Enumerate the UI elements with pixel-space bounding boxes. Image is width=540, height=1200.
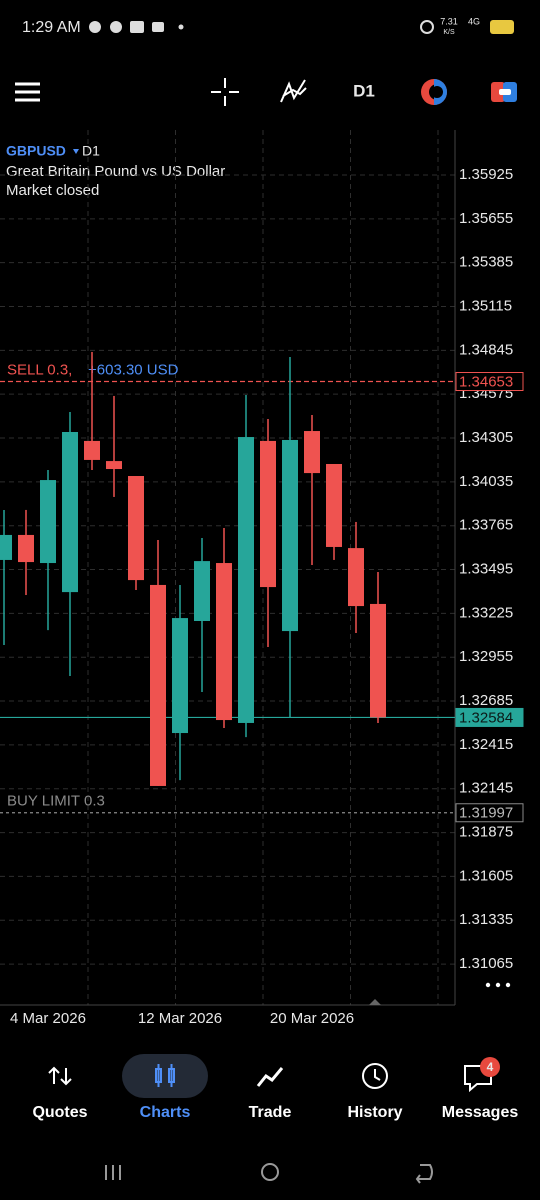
nav-label[interactable]: Charts bbox=[140, 1104, 191, 1121]
messages-badge bbox=[480, 1057, 500, 1077]
candle-body bbox=[370, 603, 386, 718]
quotes-icon bbox=[48, 1066, 72, 1086]
objects-button[interactable] bbox=[421, 79, 447, 105]
sell-order-profit: +603.30 USD bbox=[88, 361, 179, 378]
nav-label[interactable]: Messages bbox=[442, 1104, 519, 1121]
trade-icon bbox=[256, 1067, 284, 1087]
buy-limit-price: 1.31997 bbox=[459, 805, 513, 822]
more-dot[interactable] bbox=[495, 982, 501, 988]
scroll-marker bbox=[369, 999, 381, 1005]
y-tick-label: 1.31335 bbox=[459, 911, 513, 928]
candle-body bbox=[216, 563, 232, 721]
symbol-dropdown bbox=[73, 149, 79, 154]
y-tick-label: 1.34035 bbox=[459, 473, 513, 490]
nav-selected-pill bbox=[122, 1054, 208, 1098]
candle-body bbox=[106, 461, 122, 470]
y-tick-label: 1.35925 bbox=[459, 166, 513, 183]
y-tick-label: 1.35385 bbox=[459, 254, 513, 271]
candle-body bbox=[62, 432, 78, 593]
y-tick-label: 1.31605 bbox=[459, 867, 513, 884]
net-speed-unit: K/S bbox=[443, 29, 455, 36]
symbol-description: Great Britain Pound vs US Dollar bbox=[6, 163, 225, 180]
x-tick-label: 12 Mar 2026 bbox=[138, 1010, 222, 1027]
candle-body bbox=[40, 480, 56, 564]
clock: 1:29 AM bbox=[22, 19, 81, 36]
candle-body bbox=[304, 431, 320, 474]
alarm-icon bbox=[420, 20, 434, 34]
market-status: Market closed bbox=[6, 182, 99, 199]
y-tick-label: 1.33495 bbox=[459, 560, 513, 577]
candle-body bbox=[172, 618, 188, 734]
symbol[interactable]: GBPUSD bbox=[6, 143, 66, 159]
indicators-button[interactable] bbox=[280, 79, 307, 103]
status-icons bbox=[89, 21, 184, 33]
sell-order-label[interactable]: SELL 0.3, bbox=[7, 361, 72, 378]
candle-body bbox=[18, 534, 34, 563]
net-speed: 7.31 bbox=[440, 16, 458, 26]
current-price-tag bbox=[455, 707, 524, 727]
crosshair-button[interactable] bbox=[211, 78, 239, 106]
menu-button[interactable] bbox=[15, 82, 40, 102]
y-tick-label: 1.33765 bbox=[459, 517, 513, 534]
y-tick-label: 1.34305 bbox=[459, 429, 513, 446]
y-tick-label: 1.32955 bbox=[459, 648, 513, 665]
candle-body bbox=[0, 534, 12, 560]
battery bbox=[490, 20, 514, 34]
buy-limit-label[interactable]: BUY LIMIT 0.3 bbox=[7, 793, 105, 810]
charts-icon bbox=[155, 1064, 175, 1087]
candle-body bbox=[282, 439, 298, 632]
more-dot[interactable] bbox=[505, 982, 511, 988]
y-tick-label: 1.32685 bbox=[459, 692, 513, 709]
y-tick-label: 1.33225 bbox=[459, 604, 513, 621]
y-tick-label: 1.34845 bbox=[459, 341, 513, 358]
candle-body bbox=[128, 476, 144, 581]
candle-body bbox=[326, 463, 342, 547]
y-tick-label: 1.31065 bbox=[459, 955, 513, 972]
candle-body bbox=[348, 548, 364, 607]
candle-body bbox=[84, 440, 100, 460]
x-tick-label: 20 Mar 2026 bbox=[270, 1010, 354, 1027]
buy-limit-tag bbox=[455, 803, 524, 823]
current-price-price: 1.32584 bbox=[459, 709, 513, 726]
y-tick-label: 1.35115 bbox=[459, 297, 512, 314]
candle-body bbox=[238, 437, 254, 723]
sell-order-price: 1.34653 bbox=[459, 373, 513, 390]
candle-body bbox=[194, 561, 210, 622]
nav-label[interactable]: Quotes bbox=[32, 1104, 87, 1121]
chart-timeframe: D1 bbox=[82, 143, 100, 159]
candle-body bbox=[150, 584, 166, 786]
nav-label[interactable]: History bbox=[347, 1104, 402, 1121]
y-tick-label: 1.35655 bbox=[459, 210, 513, 227]
sell-order-tag bbox=[455, 372, 524, 392]
y-tick-label: 1.31875 bbox=[459, 824, 513, 841]
more-dot[interactable] bbox=[485, 982, 491, 988]
y-tick-label: 1.32145 bbox=[459, 780, 513, 797]
trade-button[interactable] bbox=[491, 82, 517, 102]
timeframe-button[interactable]: D1 bbox=[353, 81, 375, 100]
messages-badge-count: 4 bbox=[487, 1060, 494, 1074]
candle-body bbox=[260, 440, 276, 588]
history-icon bbox=[362, 1063, 388, 1089]
x-tick-label: 4 Mar 2026 bbox=[10, 1010, 86, 1027]
system-nav bbox=[105, 1163, 433, 1184]
nav-label[interactable]: Trade bbox=[249, 1104, 292, 1121]
y-tick-label: 1.32415 bbox=[459, 736, 513, 753]
network-type: 4G bbox=[468, 16, 480, 26]
